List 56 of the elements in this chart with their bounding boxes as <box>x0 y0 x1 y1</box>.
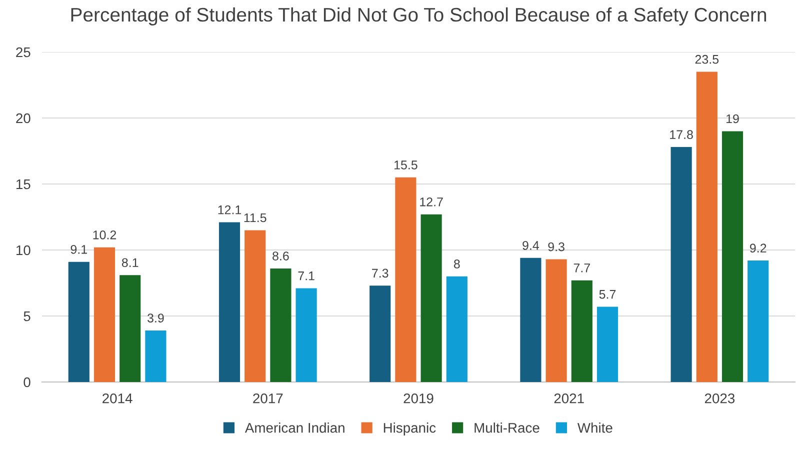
data-label: 23.5 <box>695 54 719 64</box>
bar <box>546 259 567 382</box>
x-tick-label: 2019 <box>404 393 434 404</box>
bar <box>520 258 542 382</box>
bar <box>395 177 416 382</box>
bar <box>94 247 116 382</box>
data-label: 7.7 <box>574 264 590 272</box>
legend-label: Hispanic <box>384 422 436 436</box>
bar <box>670 147 692 382</box>
bar <box>446 276 468 382</box>
x-tick-label: 2017 <box>253 393 283 404</box>
x-tick-label: 2023 <box>704 393 735 404</box>
bar <box>270 268 292 382</box>
x-tick-label: 2021 <box>554 393 584 404</box>
bar <box>120 275 141 382</box>
chart-title: Percentage of Students That Did Not Go To School Because of a Safety Concern <box>71 7 766 26</box>
bar <box>696 72 718 382</box>
bar <box>722 131 744 382</box>
bar <box>748 260 769 382</box>
data-label: 8.1 <box>122 258 138 268</box>
data-label: 17.8 <box>670 130 693 140</box>
y-tick-label: 25 <box>16 47 30 58</box>
bar <box>370 286 391 382</box>
data-label: 9.2 <box>750 244 766 253</box>
legend-label: White <box>577 422 612 433</box>
data-label: 9.3 <box>548 242 564 252</box>
legend-label: American Indian <box>244 422 344 433</box>
x-tick-label: 2014 <box>102 393 132 404</box>
y-tick-label: 5 <box>24 311 30 322</box>
bar <box>596 306 618 382</box>
legend-label: Multi-Race <box>474 422 540 433</box>
data-label: 12.1 <box>218 205 242 214</box>
data-label: 8 <box>454 260 460 268</box>
y-tick-label: 20 <box>16 113 30 124</box>
data-label: 19 <box>726 114 739 124</box>
y-tick-label: 0 <box>24 377 30 388</box>
data-label: 10.2 <box>93 230 116 240</box>
bar <box>296 288 317 382</box>
data-label: 15.5 <box>394 160 418 170</box>
y-tick-label: 10 <box>16 245 30 256</box>
data-label: 9.1 <box>70 245 87 254</box>
bar <box>145 330 166 382</box>
data-label: 9.4 <box>522 241 540 250</box>
data-label: 3.9 <box>147 314 164 322</box>
data-label: 7.1 <box>298 272 314 280</box>
data-label: 7.3 <box>372 268 388 278</box>
bar <box>420 214 442 382</box>
y-tick-label: 15 <box>16 179 30 190</box>
bar <box>244 230 266 382</box>
data-label: 11.5 <box>244 213 266 222</box>
data-label: 12.7 <box>420 197 443 206</box>
data-label: 8.6 <box>272 252 289 260</box>
bar <box>571 280 592 382</box>
bar <box>68 262 90 382</box>
bar <box>218 222 240 382</box>
data-label: 5.7 <box>599 290 616 299</box>
